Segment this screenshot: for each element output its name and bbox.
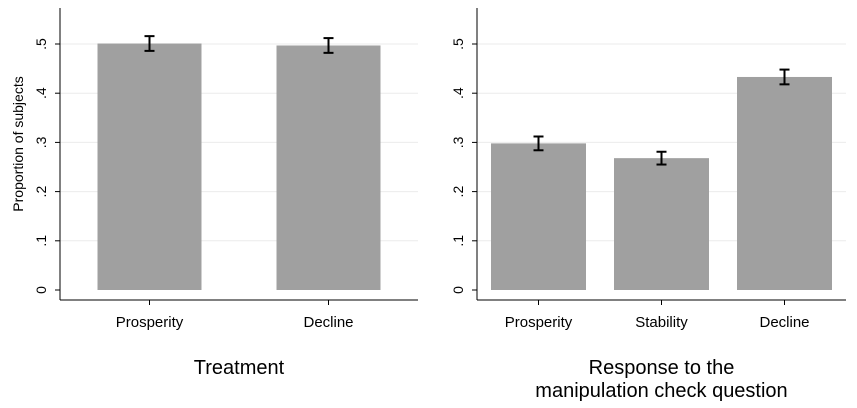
- y-tick-label: .3: [450, 136, 466, 148]
- x-axis-title: Treatment: [194, 357, 285, 379]
- y-tick-label: 0: [450, 286, 466, 294]
- bar-decline: [276, 45, 381, 291]
- bar-prosperity: [491, 143, 586, 290]
- y-tick-label: .1: [33, 235, 49, 247]
- x-tick-label-decline: Decline: [759, 314, 809, 331]
- y-tick-label: .4: [33, 87, 49, 99]
- x-axis-title: manipulation check question: [535, 380, 787, 402]
- bar-prosperity: [97, 43, 202, 291]
- y-axis-title: Proportion of subjects: [10, 76, 26, 211]
- y-tick-label: .1: [450, 235, 466, 247]
- y-tick-label: .3: [33, 136, 49, 148]
- panel-manipulation-check: 0 .1 .2 .3 .4 .5 Prosperity Stability Decline Res…: [450, 8, 846, 402]
- y-tick-label: 0: [33, 286, 49, 294]
- x-axis-title: Response to the: [589, 357, 735, 379]
- y-tick-label: .2: [450, 186, 466, 198]
- y-tick-label: .5: [33, 38, 49, 50]
- x-tick-label-decline: Decline: [303, 314, 353, 331]
- y-tick-label: .5: [450, 38, 466, 50]
- bar-stability: [614, 158, 709, 290]
- x-tick-label-prosperity: Prosperity: [116, 314, 184, 331]
- panel-treatment: 0 .1 .2 .3 .4 .5 Proportion of subjects Prosper…: [10, 8, 418, 379]
- bar-decline: [737, 76, 832, 291]
- y-tick-label: .2: [33, 186, 49, 198]
- x-tick-label-prosperity: Prosperity: [505, 314, 573, 331]
- x-tick-label-stability: Stability: [635, 314, 688, 331]
- y-tick-label: .4: [450, 87, 466, 99]
